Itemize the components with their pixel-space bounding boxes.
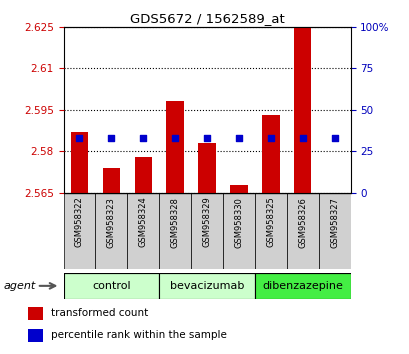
Point [171,135,178,141]
Point [203,135,210,141]
Bar [222,193,254,269]
Text: percentile rank within the sample: percentile rank within the sample [51,330,226,340]
Bar [70,132,88,193]
Bar [134,157,152,193]
Text: GSM958325: GSM958325 [266,197,275,247]
Point [235,135,242,141]
Text: bevacizumab: bevacizumab [169,281,244,291]
Bar [166,101,184,193]
Text: GSM958327: GSM958327 [329,197,338,247]
Text: agent: agent [3,281,35,291]
Text: dibenzazepine: dibenzazepine [262,281,342,291]
Bar [28,307,43,320]
Text: GSM958324: GSM958324 [138,197,147,247]
Text: transformed count: transformed count [51,308,148,318]
Bar [254,273,350,299]
Bar [229,184,247,193]
Bar [95,193,127,269]
Point [267,135,274,141]
Bar [127,193,159,269]
Bar [191,193,222,269]
Text: GSM958329: GSM958329 [202,197,211,247]
Point [108,135,115,141]
Title: GDS5672 / 1562589_at: GDS5672 / 1562589_at [129,12,284,25]
Bar [254,193,286,269]
Point [139,135,146,141]
Bar [286,193,318,269]
Text: GSM958326: GSM958326 [297,197,306,247]
Point [299,135,305,141]
Point [330,135,337,141]
Bar [261,115,279,193]
Bar [63,193,95,269]
Bar [63,273,159,299]
Bar [28,329,43,342]
Text: GSM958323: GSM958323 [107,197,116,247]
Bar [293,27,311,193]
Point [76,135,83,141]
Bar [318,193,350,269]
Text: GSM958328: GSM958328 [170,197,179,247]
Bar [198,143,215,193]
Text: GSM958330: GSM958330 [234,197,243,247]
Text: control: control [92,281,130,291]
Bar [159,273,254,299]
Text: GSM958322: GSM958322 [75,197,84,247]
Bar [102,168,120,193]
Bar [159,193,191,269]
